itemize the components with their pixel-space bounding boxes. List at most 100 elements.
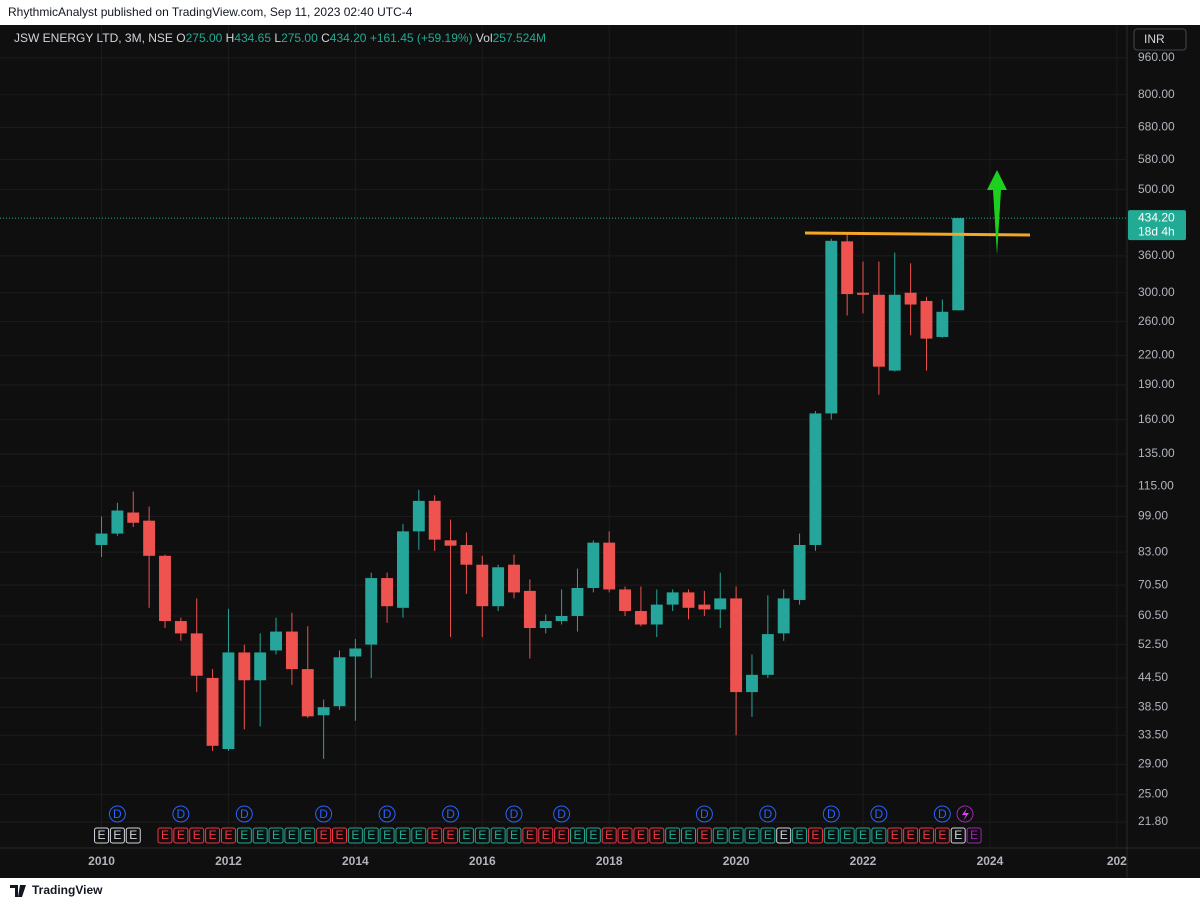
candle-body [127,512,140,523]
candle-body [508,564,520,593]
currency-button[interactable] [1133,28,1187,51]
earnings-label: E [272,828,280,842]
candle-body [539,621,552,629]
dividend-label: D [113,807,122,821]
dividend-label: D [827,807,836,821]
earnings-marker [887,827,903,844]
candle-body [301,669,314,717]
candle-body [761,634,774,675]
earnings-marker [379,827,395,844]
earnings-label: E [589,828,597,842]
earnings-marker [918,827,934,844]
candle-body [666,592,679,605]
candle-body [793,544,806,600]
earnings-marker [94,827,110,844]
earnings-marker [617,827,633,844]
dividend-label: D [700,807,709,821]
candle-body [159,555,171,622]
earnings-marker [776,827,792,844]
earnings-marker [395,827,411,844]
dividend-label: D [875,807,884,821]
earnings-label: E [621,828,629,842]
x-tick-label: 2014 [342,854,369,868]
x-tick-label: 2024 [977,854,1004,868]
earnings-marker [189,827,205,844]
y-tick-label: 60.50 [1138,608,1168,622]
dividend-label: D [510,807,519,821]
earnings-marker [569,827,585,844]
dividend-label: D [446,807,455,821]
earnings-label: E [98,828,106,842]
dividend-marker [315,805,333,823]
earnings-label: E [447,828,455,842]
volume-label: Vol [476,31,493,45]
earnings-marker [681,827,697,844]
candle-body [634,611,647,625]
candle-body [603,542,616,590]
earnings-label: E [970,828,978,842]
candle-body [317,707,330,716]
earnings-label: E [732,828,740,842]
earnings-marker [427,827,443,844]
y-tick-label: 960.00 [1138,50,1175,64]
symbol: JSW ENERGY LTD, 3M, NSE [14,31,173,45]
candle-body [682,592,695,608]
candle-body [888,294,901,371]
earnings-label: E [177,828,185,842]
candle-body [270,631,282,651]
earnings-label: E [954,828,962,842]
y-tick-label: 300.00 [1138,285,1175,299]
candle-body [841,241,854,295]
earnings-marker [871,827,887,844]
earnings-label: E [700,828,708,842]
earnings-marker [633,827,649,844]
last-price-box [1128,210,1186,241]
earnings-label: E [573,828,581,842]
candle-body [920,300,933,339]
dividend-marker [553,805,571,823]
y-tick-label: 115.00 [1138,478,1174,492]
earnings-label: E [859,828,867,842]
high-label: H [226,31,235,45]
earnings-marker [744,827,760,844]
candle-body [381,578,394,607]
y-tick-label: 260.00 [1138,314,1175,328]
dividend-label: D [383,807,392,821]
earnings-marker [125,827,141,844]
earnings-label: E [685,828,693,842]
candle-body [904,292,917,305]
earnings-label: E [653,828,661,842]
y-tick-label: 680.00 [1138,120,1175,134]
dividend-marker [870,805,888,823]
earnings-marker [665,827,681,844]
dividend-marker [235,805,253,823]
earnings-marker [792,827,808,844]
dividend-label: D [319,807,328,821]
earnings-label: E [161,828,169,842]
dividend-label: D [938,807,947,821]
earnings-label: E [780,828,788,842]
up-arrow-drawing [987,170,1007,255]
candle-body [936,311,949,337]
earnings-marker [331,827,347,844]
candle-body [397,531,409,608]
earnings-marker [157,827,173,844]
candle-body [238,652,251,681]
earnings-label: E [637,828,645,842]
earnings-label: E [399,828,407,842]
earnings-marker [300,827,316,844]
split-icon-bolt [962,808,969,821]
resistance-drawing [804,231,1031,237]
x-tick-label: 2012 [215,854,242,868]
volume-value: 257.524M [493,31,546,45]
earnings-label: E [431,828,439,842]
earnings-marker [601,827,617,844]
change-value: +161.45 (+59.19%) [370,31,473,45]
last-price-label: 434.20 [1138,210,1175,224]
candle-body [492,567,505,607]
dividend-marker [933,805,951,823]
earnings-marker [363,827,379,844]
candle-body [190,633,203,676]
earnings-label: E [542,828,550,842]
currency-label[interactable]: INR [1144,32,1165,46]
